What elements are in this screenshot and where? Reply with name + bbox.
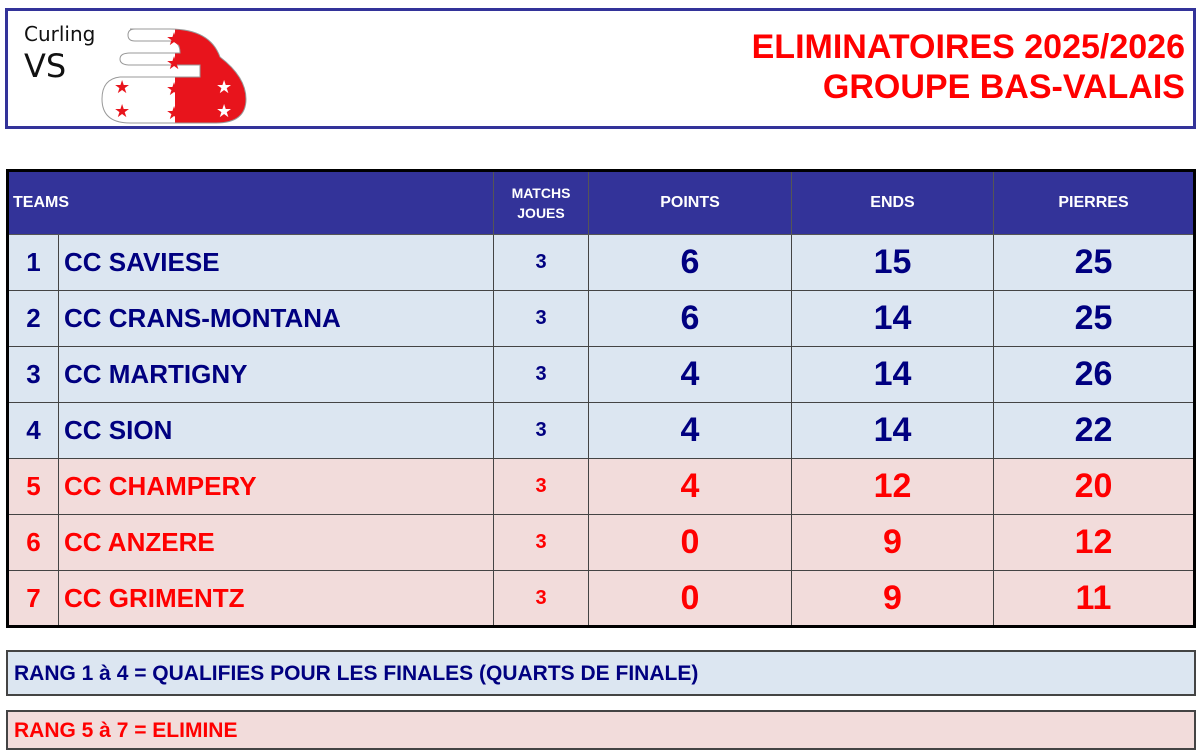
cell-rank: 2 (7, 290, 59, 347)
cell-rank: 1 (7, 234, 59, 291)
cell-rank: 6 (7, 514, 59, 571)
cell-matchs: 3 (493, 402, 589, 459)
cell-points: 4 (588, 458, 792, 515)
svg-text:★: ★ (166, 53, 182, 73)
cell-pierres: 11 (993, 570, 1195, 627)
cell-team: CC CRANS-MONTANA (58, 290, 494, 347)
cell-matchs: 3 (493, 458, 589, 515)
cell-matchs: 3 (493, 290, 589, 347)
cell-matchs: 3 (493, 570, 589, 627)
cell-team: CC SAVIESE (58, 234, 494, 291)
header-points: POINTS (588, 170, 792, 235)
table-row: 7 CC GRIMENTZ 3 0 9 11 (7, 570, 1195, 627)
svg-text:★: ★ (216, 77, 232, 97)
cell-ends: 14 (791, 402, 994, 459)
svg-text:★: ★ (166, 79, 182, 99)
title-line-1: ELIMINATOIRES 2025/2026 (751, 28, 1185, 66)
cell-matchs: 3 (493, 346, 589, 403)
cell-team: CC GRIMENTZ (58, 570, 494, 627)
header-matchs-joues: MATCHS JOUES (493, 170, 589, 235)
cell-pierres: 25 (993, 234, 1195, 291)
cell-rank: 7 (7, 570, 59, 627)
svg-text:★: ★ (166, 103, 182, 123)
table-header-row: TEAMS MATCHS JOUES POINTS ENDS PIERRES (7, 170, 1195, 235)
cell-rank: 5 (7, 458, 59, 515)
cell-points: 6 (588, 290, 792, 347)
header-teams: TEAMS (7, 170, 494, 235)
table-row: 6 CC ANZERE 3 0 9 12 (7, 514, 1195, 571)
cell-ends: 15 (791, 234, 994, 291)
table-row: 3 CC MARTIGNY 3 4 14 26 (7, 346, 1195, 403)
table-row: 4 CC SION 3 4 14 22 (7, 402, 1195, 459)
header-pierres: PIERRES (993, 170, 1195, 235)
cell-pierres: 25 (993, 290, 1195, 347)
svg-text:Curling: Curling (24, 22, 95, 46)
cell-pierres: 12 (993, 514, 1195, 571)
cell-ends: 14 (791, 290, 994, 347)
cell-ends: 12 (791, 458, 994, 515)
curling-vs-logo: Curling VS ★ ★ ★ ★ ★ ★ ★ ★ (24, 22, 247, 124)
cell-team: CC ANZERE (58, 514, 494, 571)
cell-team: CC MARTIGNY (58, 346, 494, 403)
svg-text:VS: VS (24, 47, 66, 85)
cell-pierres: 22 (993, 402, 1195, 459)
cell-points: 4 (588, 402, 792, 459)
svg-text:★: ★ (114, 101, 130, 121)
cell-pierres: 26 (993, 346, 1195, 403)
cell-pierres: 20 (993, 458, 1195, 515)
cell-ends: 9 (791, 514, 994, 571)
cell-points: 0 (588, 514, 792, 571)
cell-rank: 4 (7, 402, 59, 459)
cell-ends: 9 (791, 570, 994, 627)
cell-points: 4 (588, 346, 792, 403)
header-ends: ENDS (791, 170, 994, 235)
cell-team: CC CHAMPERY (58, 458, 494, 515)
table-row: 2 CC CRANS-MONTANA 3 6 14 25 (7, 290, 1195, 347)
note-qualified: RANG 1 à 4 = QUALIFIES POUR LES FINALES … (6, 650, 1196, 696)
title-line-2: GROUPE BAS-VALAIS (822, 68, 1185, 106)
svg-text:★: ★ (216, 101, 232, 121)
table-row: 5 CC CHAMPERY 3 4 12 20 (7, 458, 1195, 515)
svg-text:★: ★ (114, 77, 130, 97)
page-title: ELIMINATOIRES 2025/2026 GROUPE BAS-VALAI… (752, 27, 1185, 107)
cell-rank: 3 (7, 346, 59, 403)
svg-text:★: ★ (166, 29, 182, 49)
cell-matchs: 3 (493, 514, 589, 571)
table-row: 1 CC SAVIESE 3 6 15 25 (7, 234, 1195, 291)
cell-points: 0 (588, 570, 792, 627)
cell-points: 6 (588, 234, 792, 291)
note-eliminated: RANG 5 à 7 = ELIMINE (6, 710, 1196, 750)
cell-ends: 14 (791, 346, 994, 403)
cell-team: CC SION (58, 402, 494, 459)
header-banner: Curling VS ★ ★ ★ ★ ★ ★ ★ ★ ELIMINATOIRES 2025/… (5, 8, 1196, 129)
cell-matchs: 3 (493, 234, 589, 291)
